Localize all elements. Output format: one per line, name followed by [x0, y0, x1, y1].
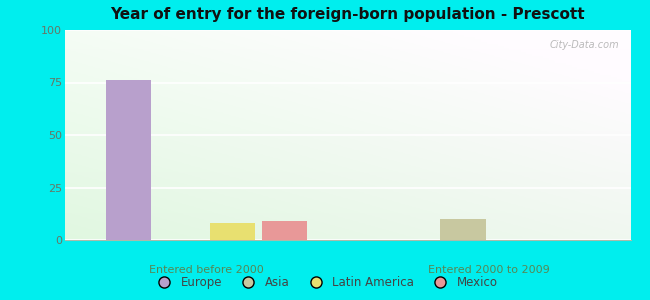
Bar	[106, 80, 151, 240]
Text: City-Data.com: City-Data.com	[549, 40, 619, 50]
Bar	[262, 221, 307, 240]
Legend: Europe, Asia, Latin America, Mexico: Europe, Asia, Latin America, Mexico	[148, 272, 502, 294]
Bar	[210, 223, 255, 240]
Title: Year of entry for the foreign-born population - Prescott: Year of entry for the foreign-born popul…	[111, 7, 585, 22]
Text: Entered before 2000: Entered before 2000	[149, 265, 264, 275]
Bar	[441, 219, 486, 240]
Text: Entered 2000 to 2009: Entered 2000 to 2009	[428, 265, 550, 275]
